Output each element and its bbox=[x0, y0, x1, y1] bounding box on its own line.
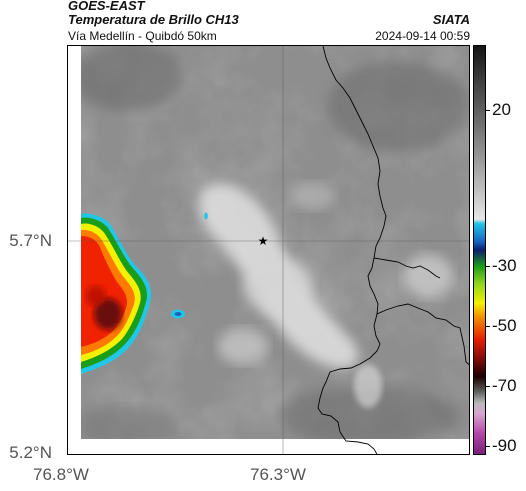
small-cold-spot bbox=[171, 212, 208, 319]
organization-label: SIATA bbox=[432, 12, 470, 27]
department-border bbox=[317, 46, 387, 454]
lon-tick-label: 76.8°W bbox=[33, 465, 89, 484]
department-border bbox=[373, 257, 441, 279]
colorbar-tick-label: -50 bbox=[492, 316, 517, 335]
lat-tick-label: 5.2°N bbox=[9, 443, 52, 462]
satellite-map[interactable]: ★ bbox=[67, 45, 470, 455]
colorbar-tick-label: -30 bbox=[492, 256, 517, 275]
datetime-label: 2024-09-14 00:59 bbox=[375, 29, 470, 43]
colorbar-tick-mark bbox=[486, 326, 490, 327]
colorbar-tick-label: 20 bbox=[492, 100, 511, 119]
colorbar-tick-mark bbox=[486, 110, 490, 111]
colorbar-tick-mark bbox=[486, 266, 490, 267]
colorbar-tick-mark bbox=[486, 386, 490, 387]
colorbar-tick-label: -70 bbox=[492, 376, 517, 395]
colorbar-tick-mark bbox=[486, 446, 490, 447]
temperature-colorbar bbox=[473, 45, 486, 455]
brightness-temperature-image bbox=[73, 46, 469, 446]
lon-tick-label: 76.3°W bbox=[250, 465, 306, 484]
lat-tick-label: 5.7°N bbox=[9, 231, 52, 250]
convective-cell bbox=[81, 213, 152, 374]
satellite-title: GOES-EAST bbox=[68, 0, 145, 13]
product-title: Temperatura de Brillo CH13 bbox=[68, 12, 239, 27]
department-border bbox=[376, 303, 469, 365]
star-icon: ★ bbox=[258, 234, 269, 248]
region-label: Vía Medellín - Quibdó 50km bbox=[68, 29, 217, 43]
colorbar-tick-label: -90 bbox=[492, 436, 517, 455]
